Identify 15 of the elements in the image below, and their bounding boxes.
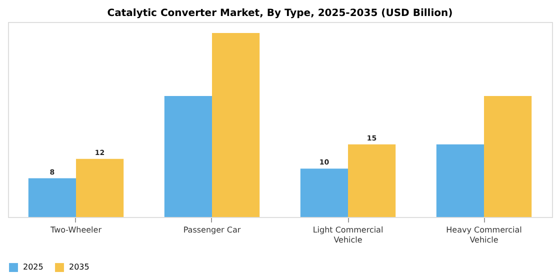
bar	[164, 96, 212, 217]
bar	[484, 96, 532, 217]
bar	[76, 158, 124, 217]
chart-title: Catalytic Converter Market, By Type, 2025-2035 (USD Billion)	[107, 8, 453, 19]
bar	[348, 144, 396, 217]
x-tick-label: Heavy Commercial Vehicle	[446, 226, 522, 244]
legend-label: 2025	[23, 262, 44, 272]
bar	[28, 178, 76, 217]
bar	[300, 168, 348, 217]
legend-label: 2035	[69, 262, 90, 272]
bar	[436, 144, 484, 217]
bar	[212, 33, 260, 217]
x-tick-label: Two-Wheeler	[50, 226, 102, 234]
x-tick-label: Light Commercial Vehicle	[312, 226, 384, 244]
x-tick-label: Passenger Car	[183, 226, 242, 234]
